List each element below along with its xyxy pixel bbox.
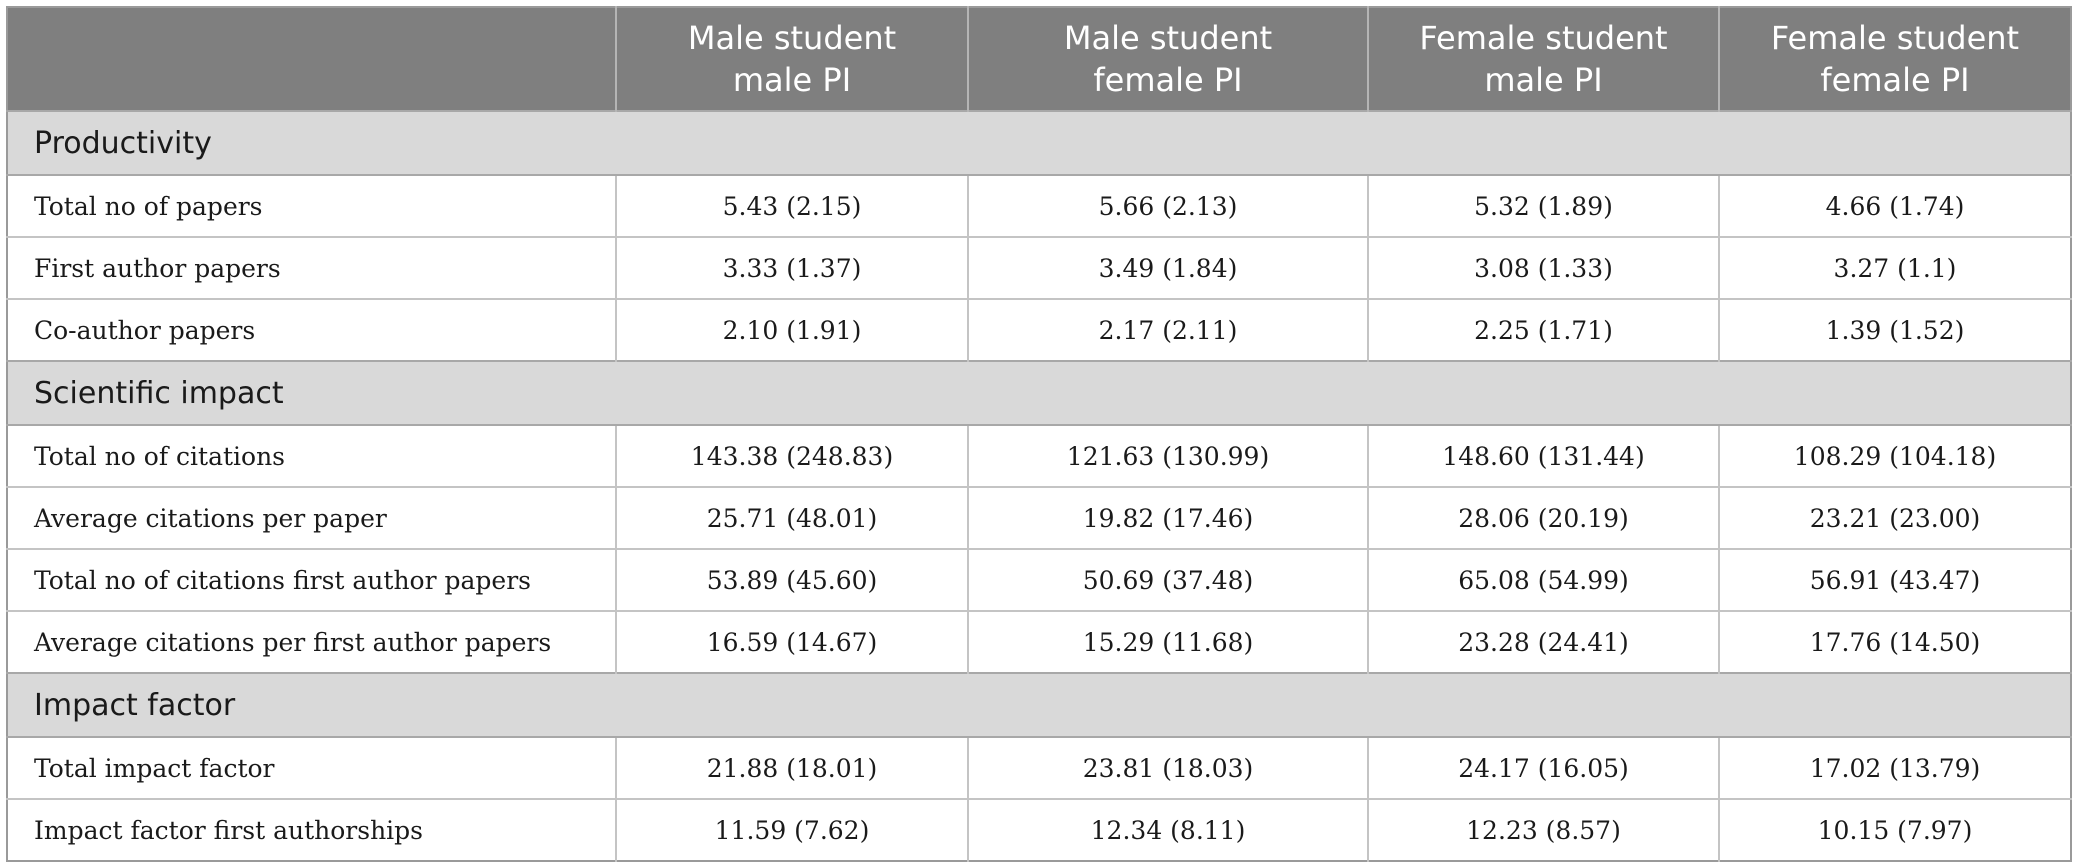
section-title: Productivity xyxy=(7,110,2071,176)
row-label: Total impact factor xyxy=(7,736,616,799)
data-table-container: Male student male PI Male student female… xyxy=(6,6,2072,862)
row-label: Co-author papers xyxy=(7,298,616,361)
table-cell: 143.38 (248.83) xyxy=(615,424,968,487)
table-cell: 1.39 (1.52) xyxy=(1718,298,2071,361)
row-label: Total no of citations first author paper… xyxy=(7,548,616,611)
section-row-productivity: Productivity xyxy=(7,110,2071,176)
row-label: Average citations per paper xyxy=(7,486,616,549)
table-cell: 15.29 (11.68) xyxy=(967,610,1368,673)
table-cell: 12.34 (8.11) xyxy=(967,798,1368,861)
table-cell: 21.88 (18.01) xyxy=(615,736,968,799)
table-row: First author papers 3.33 (1.37) 3.49 (1.… xyxy=(7,236,2071,299)
table-cell: 10.15 (7.97) xyxy=(1718,798,2071,861)
section-row-impact-factor: Impact factor xyxy=(7,672,2071,738)
header-cell-male-student-female-pi: Male student female PI xyxy=(967,7,1368,111)
table-row: Average citations per paper 25.71 (48.01… xyxy=(7,486,2071,549)
table-cell: 2.25 (1.71) xyxy=(1367,298,1719,361)
table-cell: 2.10 (1.91) xyxy=(615,298,968,361)
table-cell: 16.59 (14.67) xyxy=(615,610,968,673)
section-title: Impact factor xyxy=(7,672,2071,738)
table-row: Total no of citations 143.38 (248.83) 12… xyxy=(7,424,2071,487)
table-row: Impact factor first authorships 11.59 (7… xyxy=(7,798,2071,861)
table-cell: 5.32 (1.89) xyxy=(1367,174,1719,237)
table-cell: 3.33 (1.37) xyxy=(615,236,968,299)
section-title: Scientific impact xyxy=(7,360,2071,426)
table-cell: 53.89 (45.60) xyxy=(615,548,968,611)
table-cell: 11.59 (7.62) xyxy=(615,798,968,861)
table-cell: 23.81 (18.03) xyxy=(967,736,1368,799)
table-cell: 25.71 (48.01) xyxy=(615,486,968,549)
table-cell: 148.60 (131.44) xyxy=(1367,424,1719,487)
header-cell-female-student-female-pi: Female student female PI xyxy=(1718,7,2071,111)
table-cell: 3.27 (1.1) xyxy=(1718,236,2071,299)
header-cell-female-student-male-pi: Female student male PI xyxy=(1367,7,1719,111)
table-cell: 56.91 (43.47) xyxy=(1718,548,2071,611)
header-cell-male-student-male-pi: Male student male PI xyxy=(615,7,968,111)
table-cell: 108.29 (104.18) xyxy=(1718,424,2071,487)
table-header: Male student male PI Male student female… xyxy=(7,7,2071,111)
table-cell: 50.69 (37.48) xyxy=(967,548,1368,611)
row-label: First author papers xyxy=(7,236,616,299)
table-cell: 12.23 (8.57) xyxy=(1367,798,1719,861)
header-row: Male student male PI Male student female… xyxy=(7,7,2071,111)
table-row: Average citations per first author paper… xyxy=(7,610,2071,673)
table-row: Total no of citations first author paper… xyxy=(7,548,2071,611)
table-cell: 19.82 (17.46) xyxy=(967,486,1368,549)
table-row: Total impact factor 21.88 (18.01) 23.81 … xyxy=(7,736,2071,799)
table-cell: 3.49 (1.84) xyxy=(967,236,1368,299)
row-label: Average citations per first author paper… xyxy=(7,610,616,673)
table-cell: 5.66 (2.13) xyxy=(967,174,1368,237)
table-body: Productivity Total no of papers 5.43 (2.… xyxy=(7,110,2071,861)
table-cell: 23.21 (23.00) xyxy=(1718,486,2071,549)
section-row-scientific-impact: Scientific impact xyxy=(7,360,2071,426)
table-cell: 5.43 (2.15) xyxy=(615,174,968,237)
table-cell: 17.76 (14.50) xyxy=(1718,610,2071,673)
table-row: Co-author papers 2.10 (1.91) 2.17 (2.11)… xyxy=(7,298,2071,361)
row-label: Total no of citations xyxy=(7,424,616,487)
table-cell: 23.28 (24.41) xyxy=(1367,610,1719,673)
table-cell: 17.02 (13.79) xyxy=(1718,736,2071,799)
table-cell: 24.17 (16.05) xyxy=(1367,736,1719,799)
table-row: Total no of papers 5.43 (2.15) 5.66 (2.1… xyxy=(7,174,2071,237)
table-cell: 4.66 (1.74) xyxy=(1718,174,2071,237)
row-label: Impact factor first authorships xyxy=(7,798,616,861)
table-cell: 65.08 (54.99) xyxy=(1367,548,1719,611)
header-cell-empty xyxy=(7,7,616,111)
table-cell: 2.17 (2.11) xyxy=(967,298,1368,361)
table-cell: 28.06 (20.19) xyxy=(1367,486,1719,549)
table-cell: 3.08 (1.33) xyxy=(1367,236,1719,299)
table-cell: 121.63 (130.99) xyxy=(967,424,1368,487)
row-label: Total no of papers xyxy=(7,174,616,237)
data-table: Male student male PI Male student female… xyxy=(6,6,2072,862)
